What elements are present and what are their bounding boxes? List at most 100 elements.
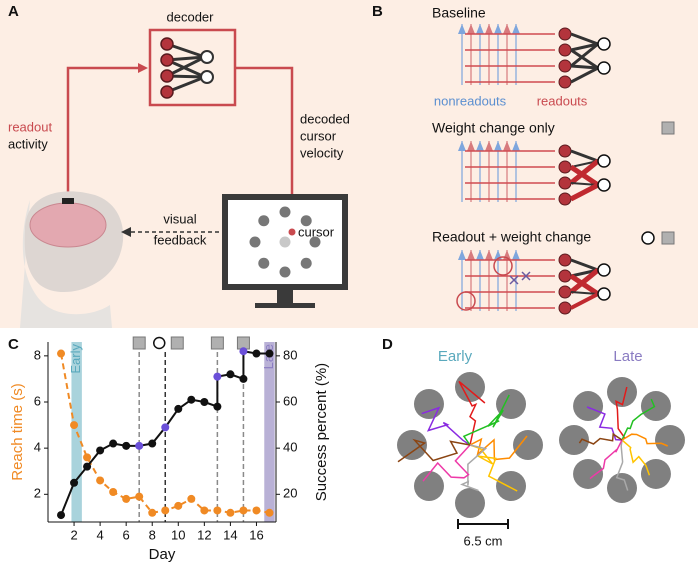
target bbox=[279, 266, 291, 278]
target bbox=[258, 257, 270, 269]
x-tick-label: 10 bbox=[171, 527, 185, 542]
data-point bbox=[83, 462, 92, 471]
x-tick-label: 12 bbox=[197, 527, 211, 542]
decoded-label: decoded bbox=[300, 111, 350, 126]
soma bbox=[458, 24, 466, 34]
decoder-label: decoder bbox=[167, 9, 215, 24]
data-point bbox=[122, 441, 131, 450]
data-point bbox=[213, 506, 222, 515]
readout-unit bbox=[558, 269, 572, 283]
data-point bbox=[239, 374, 248, 383]
target bbox=[300, 215, 312, 227]
data-point bbox=[187, 395, 196, 404]
target bbox=[455, 372, 485, 402]
soma bbox=[485, 24, 493, 34]
weight bbox=[569, 268, 600, 294]
soma bbox=[512, 24, 520, 34]
x-tick-label: 16 bbox=[249, 527, 263, 542]
square-icon bbox=[661, 121, 675, 135]
cursor-dot bbox=[288, 228, 296, 236]
readout-unit bbox=[558, 27, 572, 41]
y2-tick-label: 60 bbox=[283, 393, 297, 408]
weight bbox=[569, 273, 600, 297]
target bbox=[559, 425, 589, 455]
late-title: Late bbox=[613, 348, 642, 365]
data-point bbox=[252, 506, 261, 515]
square-icon bbox=[210, 336, 224, 350]
trajectory bbox=[469, 435, 528, 461]
data-point bbox=[148, 439, 157, 448]
center-target bbox=[279, 236, 291, 248]
recruited-unit bbox=[456, 291, 476, 311]
target bbox=[573, 391, 604, 422]
decoded-label: cursor bbox=[300, 128, 337, 143]
target bbox=[573, 458, 604, 489]
circle-icon bbox=[641, 231, 655, 245]
chart: EarlyLate246810121416246820406080DayReac… bbox=[9, 336, 330, 563]
readout-weight-label: Readout + weight change bbox=[432, 229, 591, 245]
recruited-unit bbox=[493, 256, 513, 276]
data-point bbox=[83, 453, 92, 462]
weight bbox=[570, 258, 599, 272]
trajectory bbox=[397, 438, 471, 463]
data-point bbox=[109, 488, 118, 496]
soma bbox=[476, 24, 484, 34]
soma bbox=[512, 250, 520, 260]
output-unit bbox=[597, 154, 611, 168]
velocity-arrow bbox=[235, 66, 294, 218]
data-point bbox=[239, 347, 248, 356]
target bbox=[607, 377, 637, 407]
x-tick-label: 6 bbox=[123, 527, 130, 542]
target bbox=[309, 236, 321, 248]
activity-label: activity bbox=[8, 136, 48, 151]
readout-arrow bbox=[66, 66, 140, 200]
monitor-targets bbox=[249, 206, 321, 278]
readout-unit bbox=[558, 176, 572, 190]
target bbox=[413, 388, 444, 419]
soma bbox=[458, 141, 466, 151]
early-title: Early bbox=[438, 348, 473, 365]
data-point bbox=[148, 508, 157, 517]
soma bbox=[512, 141, 520, 151]
x-tick-label: 2 bbox=[70, 527, 77, 542]
monitor-base bbox=[255, 303, 315, 308]
data-point bbox=[135, 492, 144, 501]
target bbox=[249, 236, 261, 248]
panel-label: A bbox=[8, 3, 19, 20]
trajectory bbox=[589, 439, 623, 480]
trajectory bbox=[422, 444, 471, 482]
brain bbox=[29, 202, 107, 248]
weight-only-label: Weight change only bbox=[432, 120, 555, 136]
data-point bbox=[200, 506, 209, 515]
circle-icon bbox=[153, 336, 166, 350]
soma bbox=[476, 141, 484, 151]
data-point bbox=[213, 402, 222, 411]
soma bbox=[503, 24, 511, 34]
soma bbox=[494, 141, 502, 151]
y-tick-label: 4 bbox=[34, 440, 41, 455]
trajectory bbox=[460, 444, 488, 492]
output-unit bbox=[597, 37, 611, 51]
weight bbox=[570, 42, 599, 68]
x-tick-label: 4 bbox=[96, 527, 103, 542]
weight bbox=[570, 292, 599, 310]
data-point bbox=[161, 423, 170, 432]
data-point bbox=[96, 476, 105, 485]
square-icon bbox=[661, 231, 675, 245]
readout-unit bbox=[558, 75, 572, 89]
y-axis-label: Reach time (s) bbox=[9, 383, 26, 481]
feedback-label: visual bbox=[163, 211, 196, 226]
decoded-label: velocity bbox=[300, 145, 344, 160]
readout-unit bbox=[558, 43, 572, 57]
readouts-label: readouts bbox=[537, 93, 588, 108]
trajectory bbox=[578, 432, 623, 445]
square-icon bbox=[170, 336, 184, 350]
readout-unit bbox=[558, 144, 572, 158]
weight bbox=[570, 48, 599, 70]
readout-unit bbox=[558, 192, 572, 206]
output-unit bbox=[597, 287, 611, 301]
data-point bbox=[200, 398, 209, 406]
weight bbox=[570, 32, 599, 46]
data-point bbox=[213, 372, 222, 381]
